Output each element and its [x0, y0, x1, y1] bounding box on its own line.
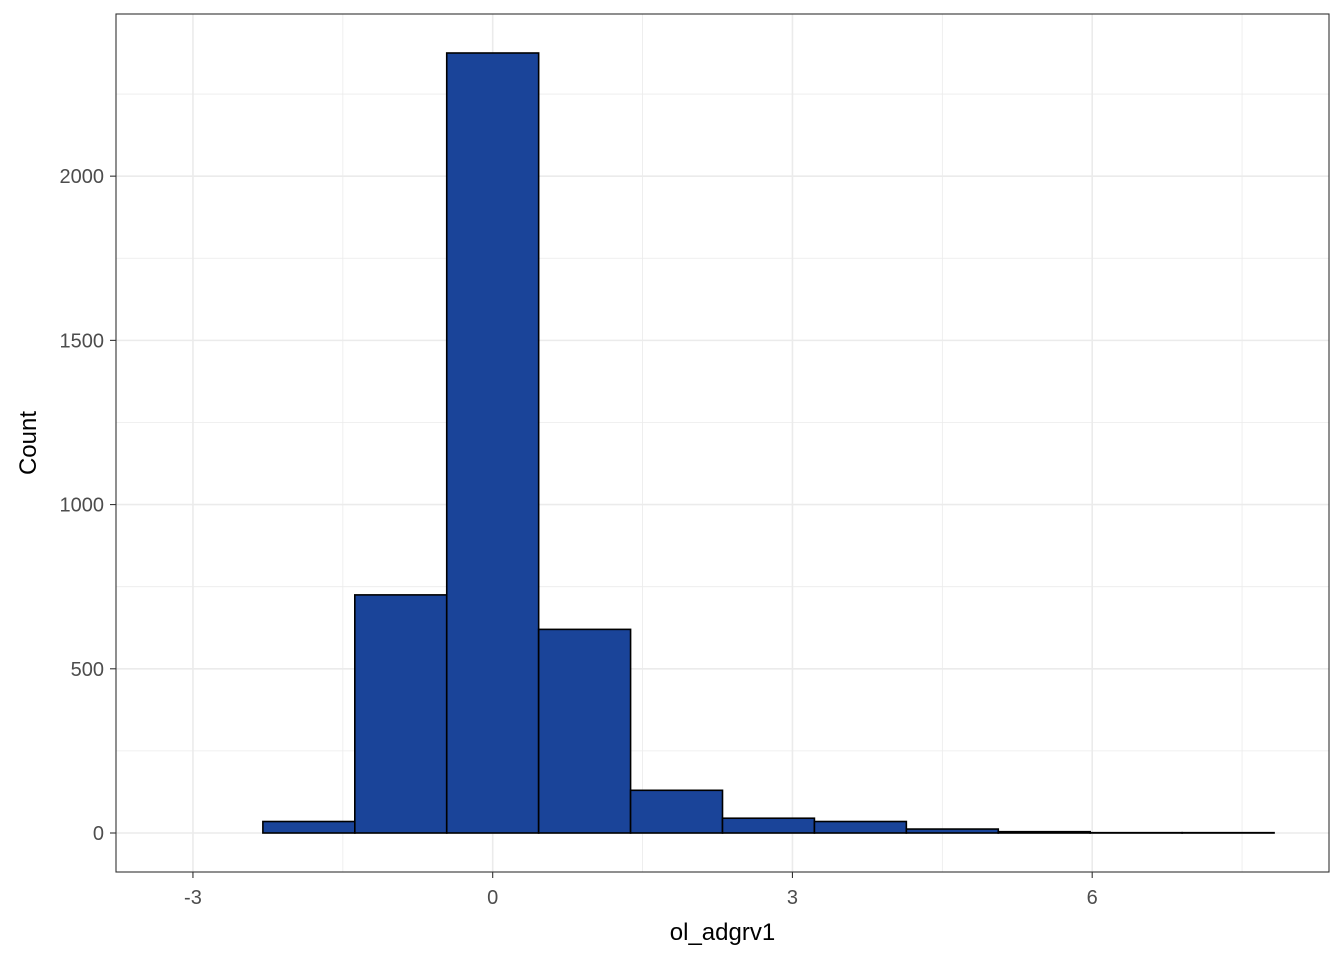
- histogram-bar: [262, 820, 356, 834]
- histogram-bars: [262, 52, 1275, 834]
- histogram-bar: [354, 594, 448, 834]
- x-tick-label: 6: [1087, 887, 1098, 909]
- histogram-bar: [813, 820, 908, 834]
- histogram-bar: [445, 52, 540, 834]
- x-axis-title: ol_adgrv1: [670, 919, 775, 946]
- y-tick-label: 1500: [60, 330, 105, 352]
- histogram-bar: [905, 828, 1000, 834]
- y-axis-ticks: 0 500 1000 1500 2000: [60, 166, 116, 845]
- y-tick-label: 500: [71, 659, 104, 681]
- minor-gridlines: [116, 14, 1329, 872]
- y-tick-label: 2000: [60, 166, 105, 188]
- x-tick-label: 0: [487, 887, 498, 909]
- x-tick-label: 3: [787, 887, 798, 909]
- y-axis-title: Count: [15, 411, 42, 475]
- major-gridlines: [116, 14, 1329, 872]
- histogram-bar: [629, 789, 724, 834]
- histogram-bar: [721, 817, 816, 834]
- panel-border: [115, 13, 1330, 873]
- x-tick-label: -3: [184, 887, 202, 909]
- y-tick-label: 0: [93, 823, 104, 845]
- y-tick-label: 1000: [60, 495, 105, 517]
- x-axis-ticks: -3 0 3 6: [184, 872, 1098, 909]
- histogram-bar: [537, 628, 632, 834]
- histogram-bar: [997, 830, 1091, 834]
